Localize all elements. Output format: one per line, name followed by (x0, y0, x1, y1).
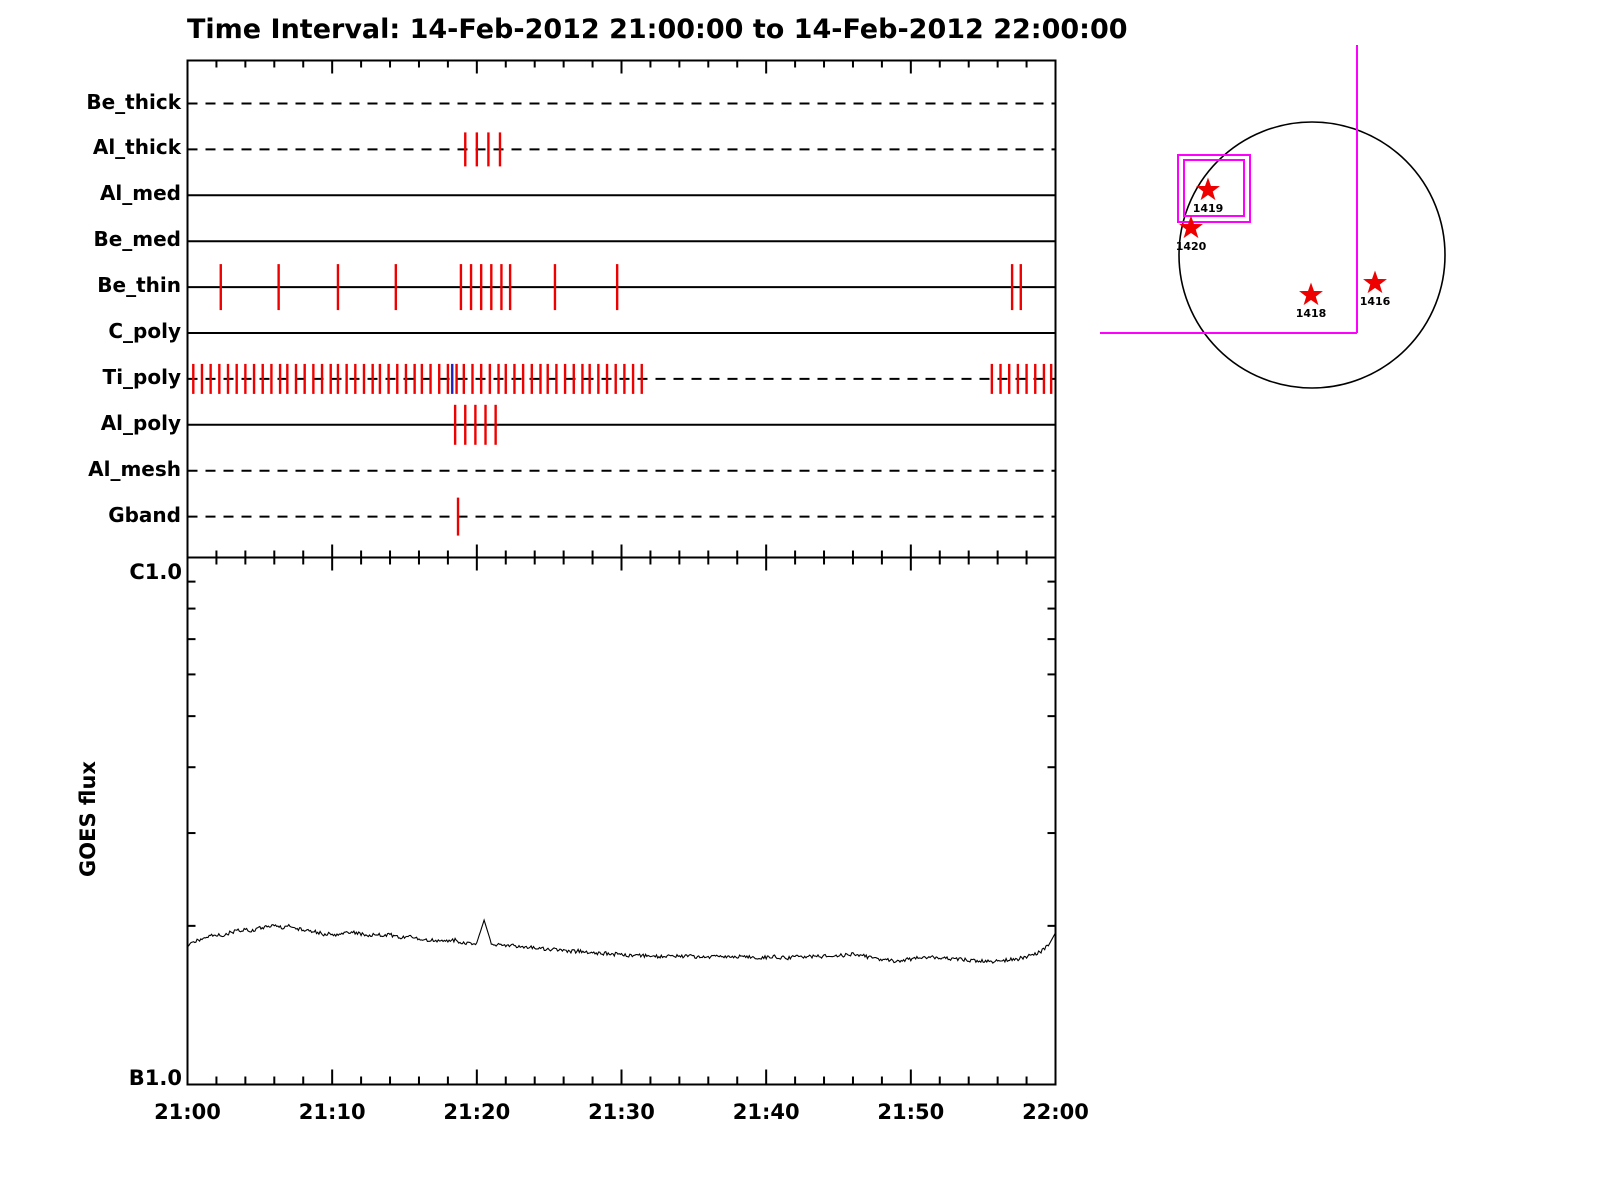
active-region-label: 1420 (1176, 240, 1207, 253)
goes-flux-curve (187, 918, 1056, 964)
x-axis-label: 21:30 (588, 1100, 655, 1124)
active-region-label: 1419 (1193, 202, 1224, 215)
fov-corner-lines (1100, 45, 1358, 334)
active-region-label: 1416 (1360, 295, 1391, 308)
plot-title: Time Interval: 14-Feb-2012 21:00:00 to 1… (187, 14, 1128, 45)
x-axis-label: 21:10 (298, 1100, 366, 1124)
goes-y-bottom-label: B1.0 (128, 1066, 182, 1090)
active-region-star (1179, 215, 1203, 239)
goes-y-top-label: C1.0 (129, 560, 182, 584)
filter-row-label: Al_med (99, 181, 181, 206)
goes-panel-frame (186, 556, 1057, 1086)
x-axis-label: 21:40 (732, 1100, 800, 1124)
filter-row-label: Ti_poly (102, 364, 181, 389)
fov-box (1183, 159, 1245, 217)
solar-limb-circle (1178, 121, 1446, 389)
filter-row-label: Be_med (93, 227, 181, 252)
x-axis-label: 21:20 (443, 1100, 511, 1124)
x-axis-label: 21:00 (154, 1100, 221, 1124)
active-region-star (1196, 177, 1220, 201)
filter-row-label: Al_poly (100, 410, 181, 435)
goes-y-axis-title: GOES flux (76, 761, 100, 877)
filter-panel-frame (186, 59, 1057, 559)
filter-row-label: C_poly (108, 319, 181, 343)
active-region-star (1363, 270, 1387, 294)
filter-labels: Be_thick Al_thick Al_med Be_med Be_thin C_pol… (0, 0, 181, 560)
filter-row-label: Al_thick (92, 135, 181, 160)
solar-disk-panel: 1419 1420 1418 1416 (1100, 45, 1446, 389)
x-axis-label: 21:50 (877, 1100, 945, 1124)
fov-box (1177, 154, 1251, 223)
active-region-star (1299, 282, 1323, 306)
filter-row-label: Al_mesh (88, 456, 181, 481)
filter-row-label: Be_thin (97, 273, 181, 298)
filter-row-label: Gband (108, 502, 181, 527)
x-axis-label: 22:00 (1022, 1100, 1089, 1124)
active-region-label: 1418 (1296, 307, 1327, 320)
filter-row-label: Be_thick (86, 89, 181, 114)
